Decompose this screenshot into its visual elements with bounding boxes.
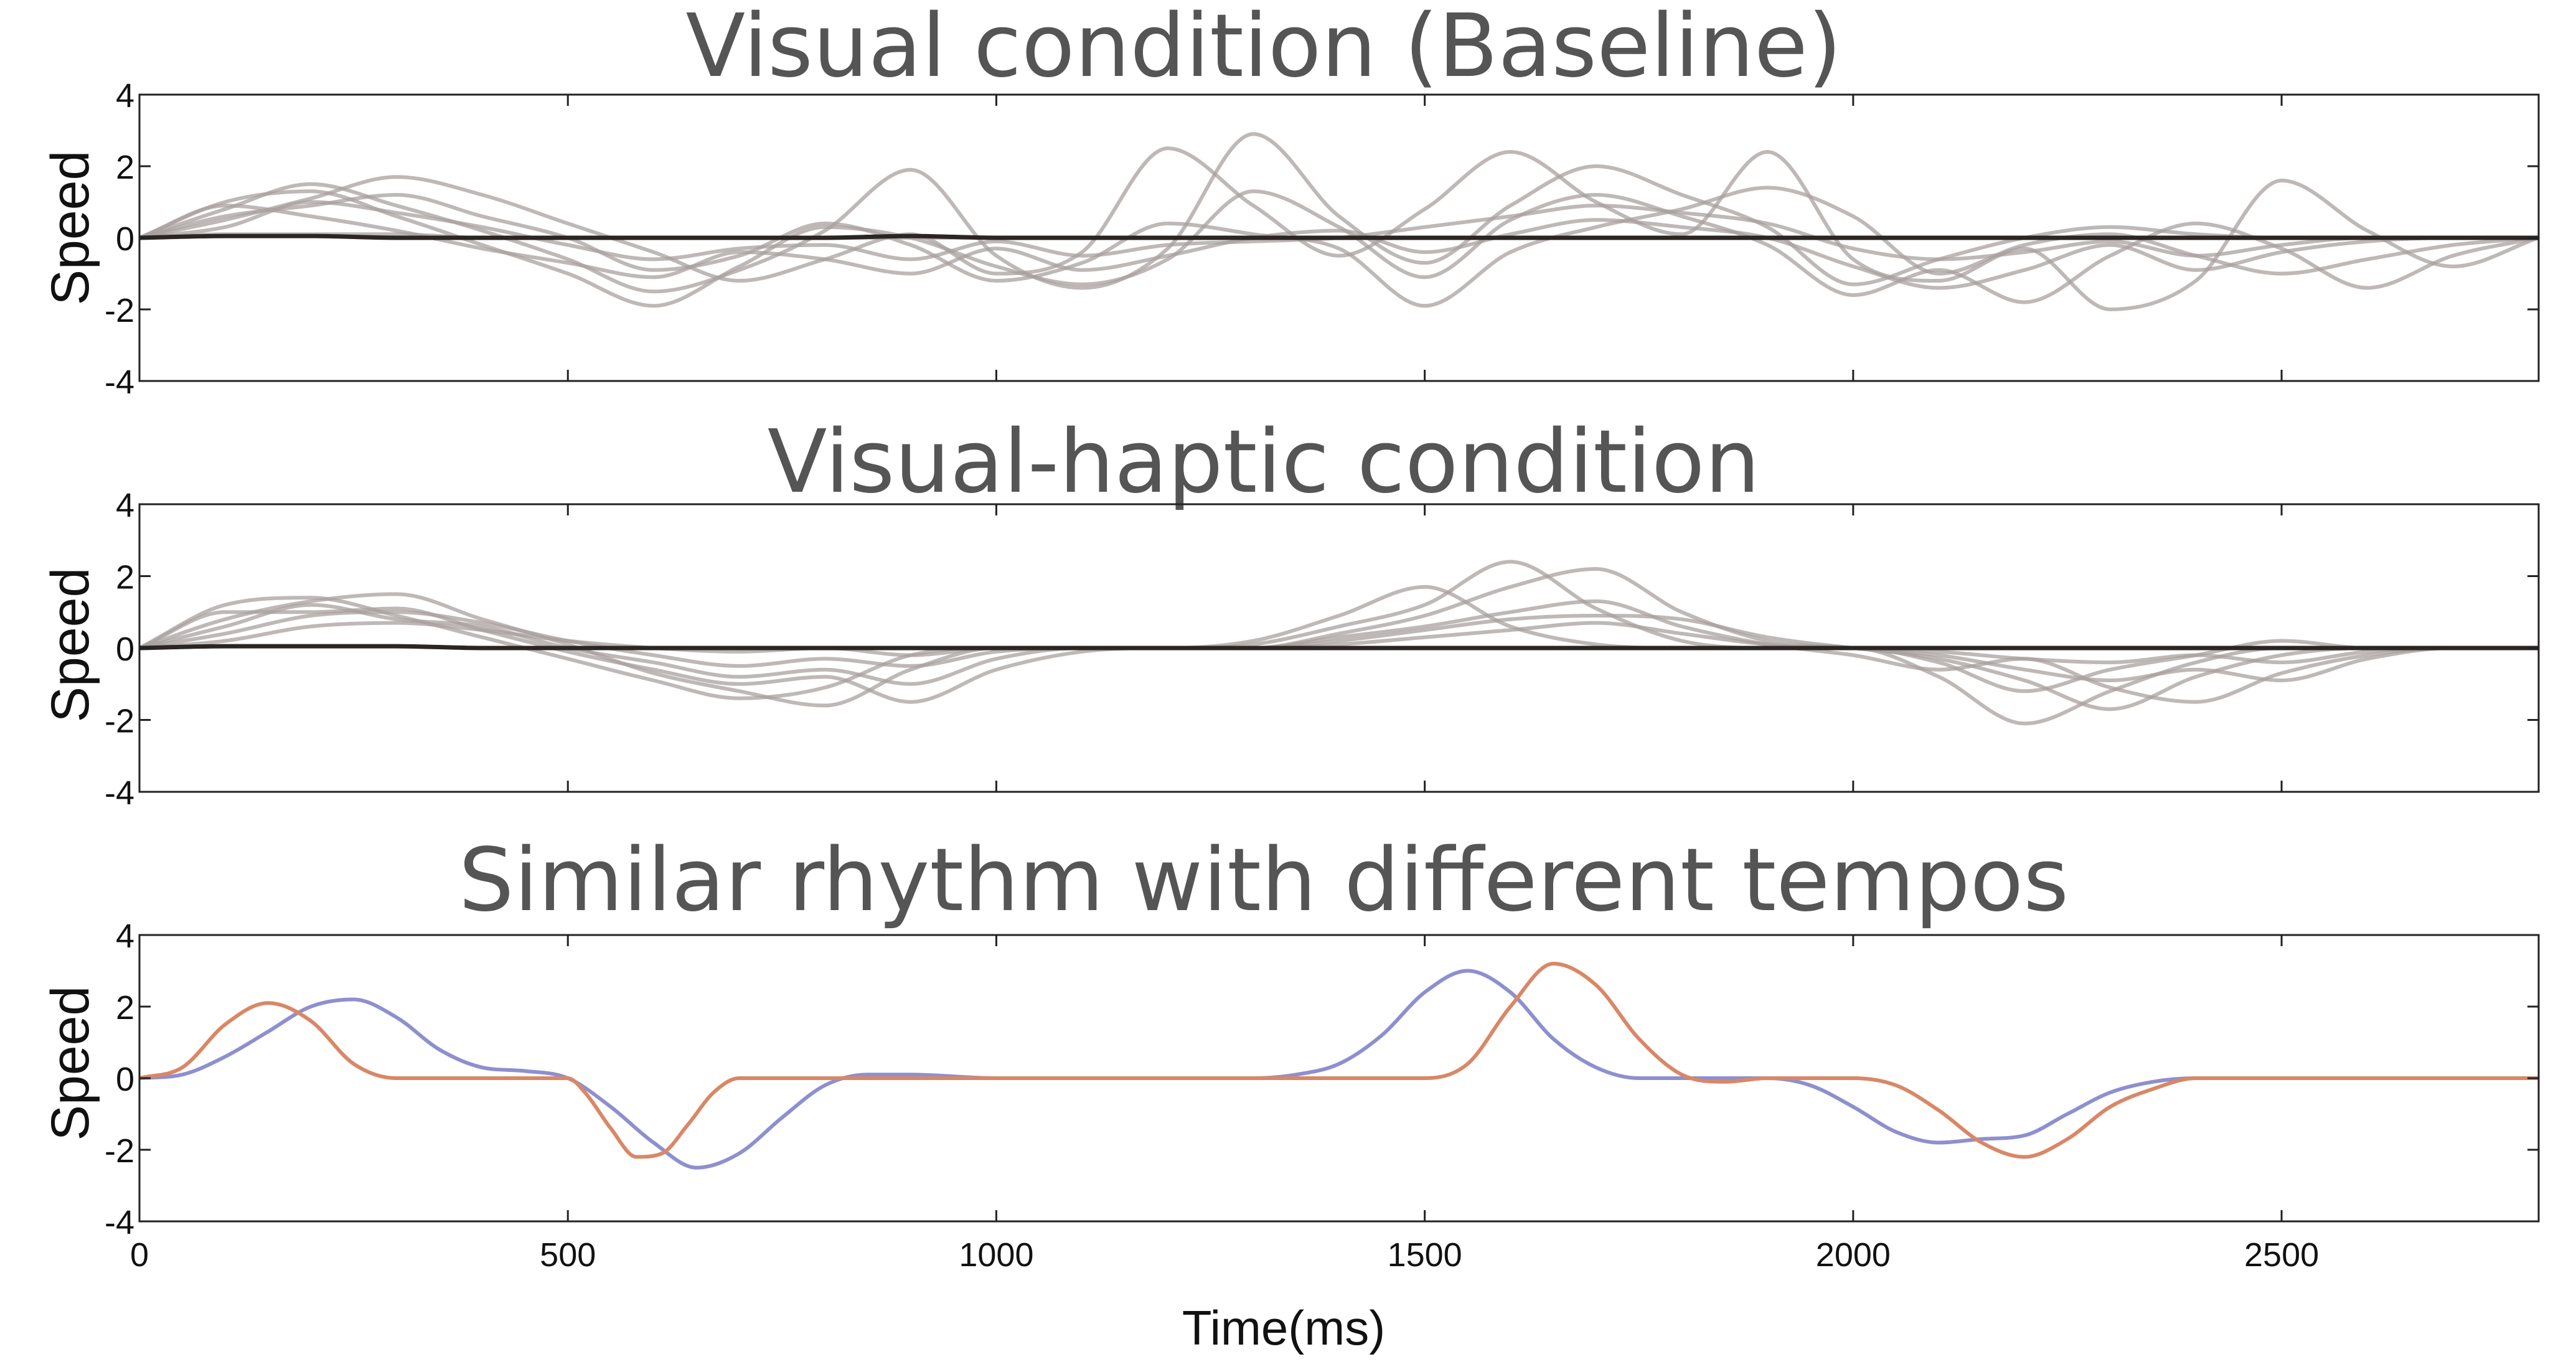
- y-tick-label: -2: [105, 1132, 134, 1170]
- plot-area: 420-2-40 500 1000 1500 2000 2500: [105, 918, 2540, 1274]
- panel-title: Visual-haptic condition: [768, 411, 1760, 513]
- series-line-3: [139, 567, 2539, 712]
- y-tick-label: 0: [116, 631, 134, 668]
- y-tick-label: -4: [105, 774, 134, 812]
- series-group: [139, 560, 2539, 726]
- panel-similar-rhythm: Similar rhythm with different tempos Spe…: [40, 830, 2540, 1355]
- panel-title: Visual condition (Baseline): [685, 0, 1841, 97]
- series-group: [139, 132, 2539, 311]
- series-line-4: [139, 599, 2539, 704]
- mean-line: [139, 644, 2539, 651]
- x-tick-label: 1000: [959, 1236, 1033, 1274]
- series-line-6: [139, 621, 2539, 665]
- mean-line: [139, 233, 2539, 240]
- plot-area: 4 2 0 -2 -4: [105, 487, 2540, 812]
- series-group: [139, 962, 2539, 1170]
- x-tick-label: 2000: [1816, 1236, 1891, 1274]
- x-tick-label: 500: [540, 1236, 596, 1274]
- y-tick-label: -4: [105, 364, 134, 401]
- y-tick-label: 2: [116, 989, 134, 1027]
- y-tick-label: 4: [116, 487, 134, 524]
- y-tick-label: 2: [116, 559, 134, 596]
- plot-area: 4 2 0 -2 -4: [105, 77, 2540, 401]
- y-tick-label: 4: [116, 77, 134, 115]
- x-tick-label: 0: [130, 1236, 149, 1274]
- series-line-4: [139, 186, 2539, 308]
- x-axis-label: Time(ms): [1182, 1300, 1385, 1355]
- series-line-5: [139, 610, 2539, 682]
- y-axis-label: Speed: [40, 568, 100, 723]
- series-line-5: [139, 204, 2539, 290]
- y-tick-label: -4: [105, 1204, 134, 1241]
- panel-visual-haptic-condition: Visual-haptic condition Speed 4 2 0 -2 -4: [40, 411, 2540, 812]
- panel-title: Similar rhythm with different tempos: [459, 830, 2069, 931]
- y-tick-label: -2: [105, 292, 134, 329]
- y-tick-label: 4: [116, 918, 134, 955]
- panel-visual-condition: Visual condition (Baseline) Speed 4 2 0 -2 -…: [40, 0, 2540, 401]
- y-tick-label: 0: [116, 220, 134, 258]
- y-tick-label: -2: [105, 703, 134, 740]
- x-tick-label: 2500: [2244, 1236, 2319, 1274]
- series-line-1: [139, 969, 2539, 1170]
- series-line-2: [139, 962, 2539, 1159]
- y-axis-label: Speed: [40, 151, 100, 306]
- y-tick-label: 2: [116, 149, 134, 186]
- series-line-1: [139, 585, 2539, 700]
- y-tick-label: 0: [116, 1061, 134, 1098]
- y-axis-label: Speed: [40, 986, 100, 1141]
- x-tick-label: 1500: [1388, 1236, 1462, 1274]
- series-line-1: [139, 132, 2539, 294]
